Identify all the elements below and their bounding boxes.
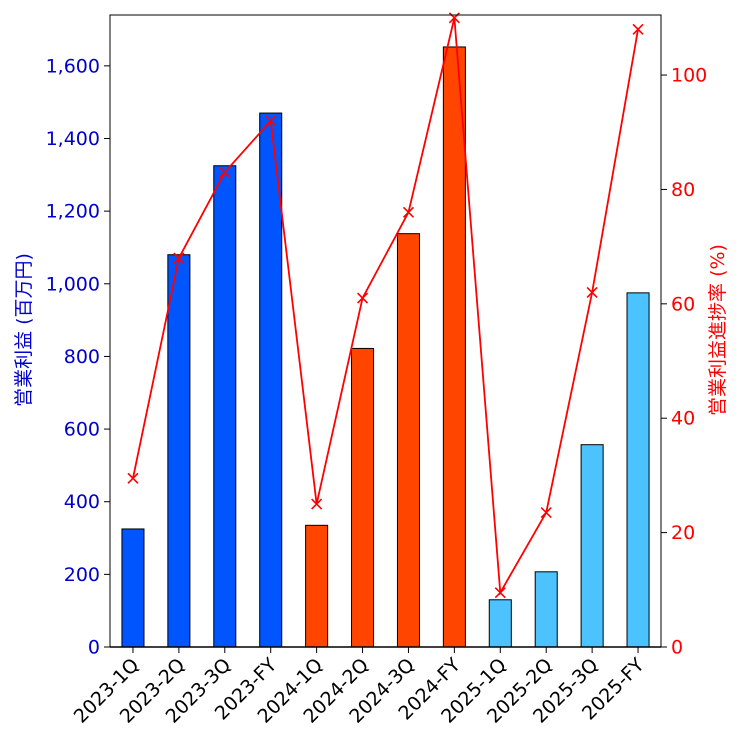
y-tick-label: 1,600 xyxy=(46,55,100,77)
y-tick-label: 200 xyxy=(64,564,100,586)
y2-tick-label: 100 xyxy=(671,65,707,87)
line-marker xyxy=(494,587,506,599)
y-tick-label: 1,400 xyxy=(46,128,100,150)
y2-tick-label: 40 xyxy=(671,408,695,430)
y-axis-label: 営業利益 (百万円) xyxy=(13,253,35,407)
line-marker xyxy=(632,23,644,35)
bar xyxy=(626,292,650,648)
bar xyxy=(488,599,512,648)
bar xyxy=(259,112,283,648)
bar xyxy=(121,528,145,648)
line-marker xyxy=(173,252,185,264)
progress-rate-line xyxy=(132,17,639,596)
y2-tick-label: 0 xyxy=(671,637,683,659)
bar xyxy=(442,46,466,648)
y2-tick-label: 60 xyxy=(671,293,695,315)
y2-axis-label: 営業利益進捗率 (%) xyxy=(707,244,729,416)
bar xyxy=(305,524,329,648)
y-tick-label: 1,000 xyxy=(46,273,100,295)
bar xyxy=(580,444,604,648)
bar xyxy=(351,347,375,648)
bar xyxy=(167,254,191,648)
y-tick-label: 600 xyxy=(64,419,100,441)
bar xyxy=(213,165,237,648)
line-marker xyxy=(311,498,323,510)
y2-tick-label: 20 xyxy=(671,522,695,544)
y-tick-label: 1,200 xyxy=(46,201,100,223)
y-tick-label: 0 xyxy=(88,637,100,659)
line-marker xyxy=(127,472,139,484)
y-tick-label: 400 xyxy=(64,491,100,513)
y2-tick-label: 80 xyxy=(671,179,695,201)
y-tick-label: 800 xyxy=(64,346,100,368)
line-marker xyxy=(219,166,231,178)
plot-frame xyxy=(109,14,662,648)
line-marker xyxy=(540,507,552,519)
line-marker xyxy=(586,286,598,298)
bar xyxy=(534,571,558,648)
line-marker xyxy=(265,115,277,127)
line-marker xyxy=(402,206,415,218)
bar xyxy=(396,233,420,648)
line-marker xyxy=(356,292,369,304)
